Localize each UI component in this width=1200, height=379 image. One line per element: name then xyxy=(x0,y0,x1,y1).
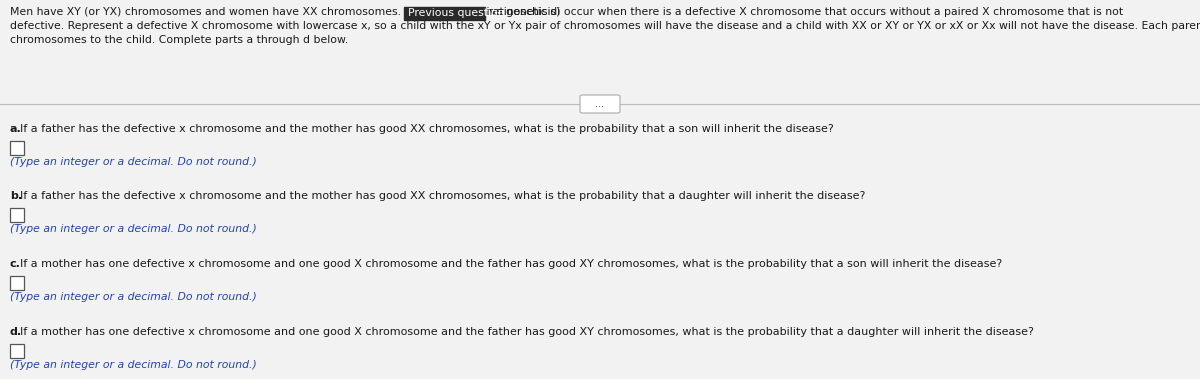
Text: (Type an integer or a decimal. Do not round.): (Type an integer or a decimal. Do not ro… xyxy=(10,224,257,234)
Text: defective. Represent a defective X chromosome with lowercase x, so a child with : defective. Represent a defective X chrom… xyxy=(10,21,1200,31)
Text: If a father has the defective x chromosome and the mother has good XX chromosome: If a father has the defective x chromoso… xyxy=(20,124,834,134)
FancyBboxPatch shape xyxy=(10,344,24,358)
Text: If a mother has one defective x chromosome and one good X chromosome and the fat: If a mother has one defective x chromoso… xyxy=(20,259,1002,269)
FancyBboxPatch shape xyxy=(403,7,485,20)
Text: chromosomes to the child. Complete parts a through d below.: chromosomes to the child. Complete parts… xyxy=(10,35,348,45)
Text: Previous question: Previous question xyxy=(408,8,504,19)
Text: c.: c. xyxy=(10,259,20,269)
FancyBboxPatch shape xyxy=(580,95,620,113)
Text: ...: ... xyxy=(595,99,605,109)
Text: d.: d. xyxy=(10,327,22,337)
Text: (Type an integer or a decimal. Do not round.): (Type an integer or a decimal. Do not ro… xyxy=(10,157,257,167)
Text: (Type an integer or a decimal. Do not round.): (Type an integer or a decimal. Do not ro… xyxy=(10,292,257,302)
Text: b.: b. xyxy=(10,191,22,201)
FancyBboxPatch shape xyxy=(10,208,24,222)
FancyBboxPatch shape xyxy=(10,141,24,155)
Text: retinoschisis) occur when there is a defective X chromosome that occurs without : retinoschisis) occur when there is a def… xyxy=(485,7,1123,17)
FancyBboxPatch shape xyxy=(10,276,24,290)
Text: a.: a. xyxy=(10,124,22,134)
Text: Men have XY (or YX) chromosomes and women have XX chromosomes. X-linked recessiv: Men have XY (or YX) chromosomes and wome… xyxy=(10,7,560,17)
Text: (Type an integer or a decimal. Do not round.): (Type an integer or a decimal. Do not ro… xyxy=(10,360,257,370)
Text: If a father has the defective x chromosome and the mother has good XX chromosome: If a father has the defective x chromoso… xyxy=(20,191,865,201)
Text: If a mother has one defective x chromosome and one good X chromosome and the fat: If a mother has one defective x chromoso… xyxy=(20,327,1034,337)
